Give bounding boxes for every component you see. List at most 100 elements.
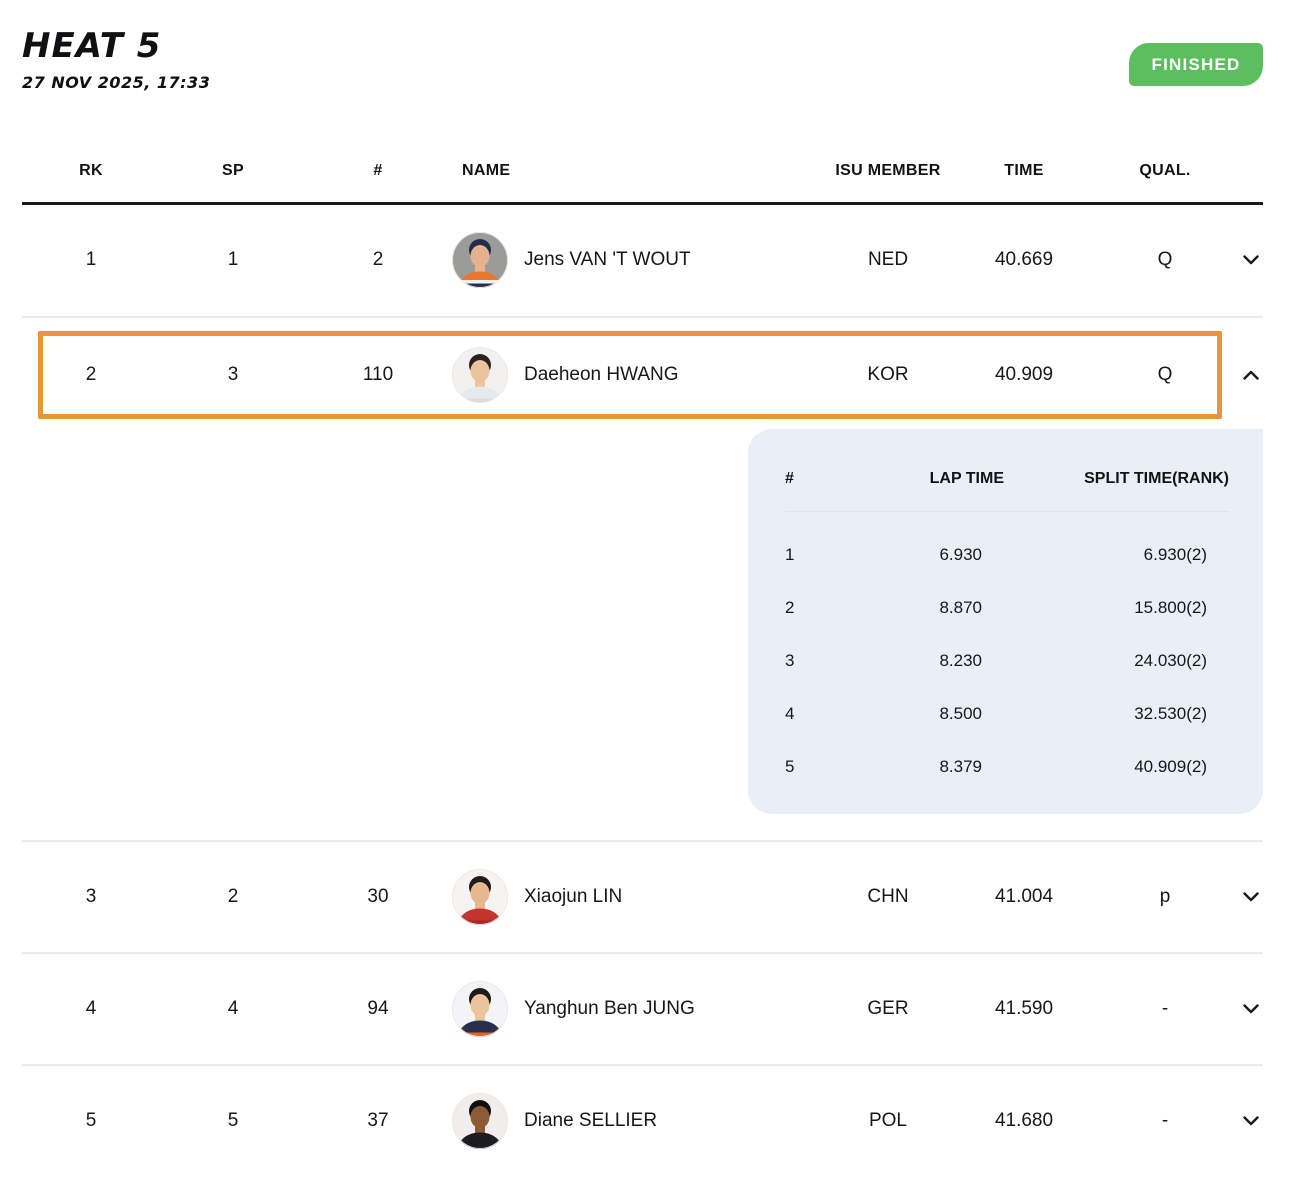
column-header-qual: QUAL. [1139,162,1191,179]
chevron-down-icon [1242,891,1259,901]
chevron-down-icon [1242,1003,1259,1013]
lap-row: 5 8.379 40.909(2) [785,740,1229,793]
expand-toggle[interactable] [1238,1066,1263,1176]
column-header-name: NAME [462,162,511,179]
rank-cell: 3 [85,885,97,907]
start-position-cell: 1 [227,249,239,270]
chevron-up-icon [1242,370,1259,380]
start-position-cell: 3 [227,363,239,385]
lap-number: 4 [785,703,795,723]
qual-cell: Q [1157,249,1173,270]
split-time: 32.530(2) [1134,703,1207,723]
column-header-bib: # [373,162,383,179]
athlete-avatar [452,1092,508,1149]
expand-toggle[interactable] [1238,954,1263,1064]
athlete-name: Xiaojun LIN [524,885,623,907]
lap-time: 8.379 [939,756,982,776]
rank-cell: 1 [85,249,97,270]
time-cell: 41.680 [994,1109,1054,1131]
name-cell: Xiaojun LIN [450,868,820,925]
bib-cell: 94 [367,997,389,1019]
expand-toggle[interactable] [1238,205,1263,316]
qual-cell: - [1161,1109,1169,1131]
chevron-down-icon [1242,1115,1259,1125]
athlete-name: Jens VAN 'T WOUT [524,249,691,270]
table-header-row: RK SP # NAME ISU MEMBER TIME QUAL. [22,140,1263,202]
isu-member-cell: POL [868,1109,908,1131]
lap-number: 3 [785,650,795,670]
row-divider [22,315,1263,318]
lap-column-header-lap-time: LAP TIME [929,469,1004,487]
start-position-cell: 4 [227,997,239,1019]
title-block: HEAT 5 27 NOV 2025, 17:33 [22,26,210,92]
lap-row: 2 8.870 15.800(2) [785,581,1229,634]
status-badge-label: FINISHED [1151,54,1241,74]
table-row[interactable]: 4 4 94 Yanghun Ben JUNG GER 41.590 - [22,954,1263,1064]
lap-number: 1 [785,544,795,564]
table-row[interactable]: 1 1 2 Jens VAN 'T WOUT NED 40.669 Q [22,205,1263,316]
qual-cell: - [1161,997,1169,1019]
row-divider [22,1063,1263,1066]
time-cell: 40.909 [994,363,1054,385]
row-divider [22,951,1263,954]
time-cell: 41.004 [994,885,1054,907]
isu-member-cell: KOR [867,363,909,385]
athlete-avatar [452,980,508,1037]
name-cell: Yanghun Ben JUNG [450,980,820,1037]
table-row[interactable]: 5 5 37 Diane SELLIER POL 41.680 - [22,1066,1263,1176]
lap-table-header: # LAP TIME SPLIT TIME(RANK) [785,451,1229,507]
split-time: 6.930(2) [1143,544,1207,564]
start-position-cell: 5 [227,1109,239,1131]
time-cell: 40.669 [994,249,1054,270]
lap-time: 8.870 [939,597,982,617]
lap-number: 2 [785,597,795,617]
athlete-name: Yanghun Ben JUNG [524,997,695,1019]
rank-cell: 5 [85,1109,97,1131]
bib-cell: 37 [367,1109,389,1131]
athlete-avatar [452,346,508,403]
heat-datetime: 27 NOV 2025, 17:33 [22,73,211,92]
column-header-rk: RK [79,162,103,179]
row-divider [22,839,1263,842]
qual-cell: Q [1157,363,1173,385]
isu-member-cell: CHN [867,885,909,907]
lap-header-divider [785,510,1229,512]
athlete-name: Daeheon HWANG [524,363,679,385]
rank-cell: 2 [85,363,97,385]
lap-row: 3 8.230 24.030(2) [785,634,1229,687]
chevron-down-icon [1242,255,1259,265]
bib-cell: 30 [367,885,389,907]
split-time: 24.030(2) [1134,650,1207,670]
name-cell: Jens VAN 'T WOUT [450,232,820,288]
split-time: 40.909(2) [1134,756,1207,776]
collapse-toggle[interactable] [1238,331,1263,419]
athlete-name: Diane SELLIER [524,1109,658,1131]
lap-time: 8.230 [939,650,982,670]
lap-column-header-split-time: SPLIT TIME(RANK) [1084,469,1229,487]
lap-time: 6.930 [939,544,982,564]
start-position-cell: 2 [227,885,239,907]
rank-cell: 4 [85,997,97,1019]
lap-column-header-number: # [785,469,794,487]
athlete-avatar [452,232,508,288]
split-time: 15.800(2) [1134,597,1207,617]
table-row[interactable]: 3 2 30 Xiaojun LIN CHN 41.004 p [22,842,1263,952]
page-header: HEAT 5 27 NOV 2025, 17:33 FINISHED [22,0,1263,92]
qual-cell: p [1159,885,1171,907]
lap-detail-panel: # LAP TIME SPLIT TIME(RANK) 1 6.930 6.93… [748,428,1263,814]
lap-number: 5 [785,756,795,776]
column-header-sp: SP [222,162,244,179]
lap-row: 4 8.500 32.530(2) [785,687,1229,740]
header-rule [22,202,1263,205]
table-row-selected[interactable]: 2 3 110 Daeheon HWAN [22,331,1263,419]
column-header-isu-member: ISU MEMBER [835,162,941,179]
bib-cell: 110 [362,363,394,385]
isu-member-cell: GER [867,997,909,1019]
column-header-time: TIME [1004,162,1044,179]
lap-row: 1 6.930 6.930(2) [785,528,1229,581]
time-cell: 41.590 [994,997,1054,1019]
name-cell: Diane SELLIER [450,1092,820,1149]
status-badge: FINISHED [1129,43,1263,86]
expand-toggle[interactable] [1238,842,1263,952]
name-cell: Daeheon HWANG [450,346,820,403]
